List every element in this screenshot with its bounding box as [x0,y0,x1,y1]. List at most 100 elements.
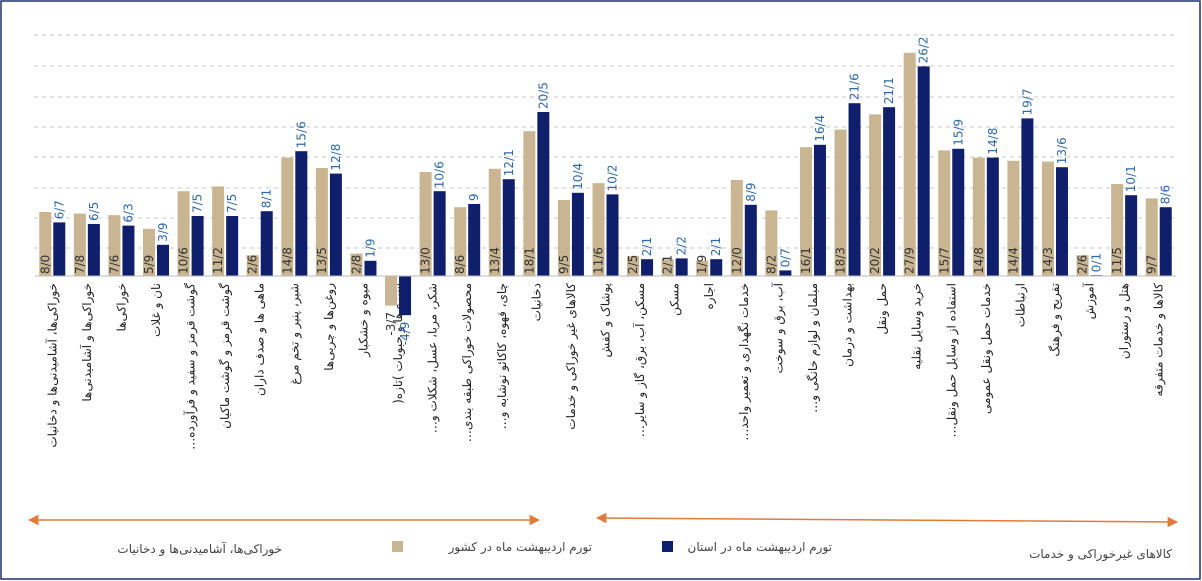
bar [157,244,170,276]
bar [744,204,757,276]
bar [834,129,847,276]
value-label: 6/7 [52,200,66,219]
value-label: 14/8 [280,247,294,274]
bar [315,168,328,276]
x-tick-label: آب، برق و سوخت [770,282,786,373]
value-label: 8/0 [38,255,52,274]
bar [39,212,52,276]
value-label: 9/5 [557,255,571,274]
value-label: 10/6 [433,161,447,188]
x-tick-label: گوشت قرمز و گوشت ماکیان [218,283,233,429]
value-label: 14/8 [986,128,1000,155]
bar [1159,207,1172,276]
value-label: 9 [467,193,481,201]
value-label: 7/5 [225,194,239,213]
x-tick-label: گوشت قرمز و سفید و فرآورده… [183,283,199,450]
bar [1041,161,1054,276]
bar [972,157,985,276]
bar [710,259,723,276]
bar [799,147,812,276]
bar [903,52,916,276]
legend-label: تورم اردیبهشت ماه در کشور [448,540,592,555]
bar [87,224,100,276]
value-label: 10/4 [571,163,585,190]
bar [730,180,743,276]
x-tick-label: تفریح و فرهنگ [1048,283,1063,357]
value-label: 0/1 [1090,253,1104,272]
group-label: کالاهای غیرخوراکی و خدمات [1029,547,1172,562]
bar [122,225,135,276]
value-label: 6/5 [87,202,101,221]
value-label: 8/2 [764,255,778,274]
value-label: 15/6 [294,121,308,148]
value-label: 2/6 [1076,255,1090,274]
value-label: 2/6 [246,255,260,274]
value-label: 2/1 [709,237,723,256]
bar [1021,118,1034,277]
bar [191,216,204,276]
x-tick-label: شکر، مربا، عسل، شکلات و… [426,283,441,433]
bar [848,103,861,276]
x-tick-label: نان و غلات [149,283,164,337]
bar [1055,167,1068,276]
bar [226,216,239,276]
bar [627,256,640,276]
value-label: 2/2 [675,236,689,255]
bar [454,207,467,276]
value-label: 1/9 [363,238,377,257]
bar [329,173,342,276]
x-tick-label: مسکن، آب، برق، گاز و سایر… [632,283,648,437]
x-tick-label: مبلمان و لوازم خانگی و… [806,283,821,413]
value-label: 13/0 [419,247,433,274]
value-label: 18/1 [522,247,536,274]
bar [385,276,398,306]
bar [883,107,896,276]
bar [938,150,951,276]
x-tick-label: پوشاک و کفش [599,283,614,358]
x-tick-label: روغن‌ها و چربی‌ها [322,283,337,371]
value-label: 13/5 [315,247,329,274]
x-tick-label: اجاره [702,283,717,310]
x-tick-label: هتل و رستوران [1117,283,1132,359]
bar [1111,184,1124,276]
value-label: 7/5 [191,194,205,213]
legend-swatch [392,541,403,552]
value-label: 20/2 [868,247,882,274]
group-label: خوراکی‌ها، آشامیدنی‌ها و دخانیات [117,541,282,557]
bar [73,213,86,276]
bar [53,222,66,276]
bar [502,179,515,276]
value-label: 21/1 [882,77,896,104]
bar [696,260,709,276]
bar [1145,198,1158,276]
value-label: 16/1 [799,247,813,274]
legend-label: تورم اردیبهشت ماه در استان [688,540,832,555]
value-label: 7/6 [107,255,121,274]
bar [350,253,363,276]
bar [212,186,225,276]
value-label: -3/7 [384,312,398,336]
value-label: 20/5 [536,82,550,109]
value-label: 10/6 [177,247,191,274]
value-label: 8/6 [453,255,467,274]
x-tick-label: دخانیات [529,283,543,321]
value-label: 26/2 [917,36,931,63]
bar [1007,160,1020,276]
value-label: 11/5 [1110,247,1124,274]
x-tick-label: خدمات حمل ونقل عمومی [979,283,994,414]
bar [295,151,308,276]
value-label: 2/5 [626,255,640,274]
value-label: -4/9 [398,322,412,346]
value-label: 12/0 [730,247,744,274]
x-tick-label: ارتباطات [1013,283,1028,327]
value-label: 8/9 [744,182,758,201]
value-label: 16/4 [813,115,827,142]
x-tick-label: چای، قهوه، کاکائو نوشابه و… [495,283,510,429]
value-label: 19/7 [1020,88,1034,115]
bar [675,258,688,276]
bar [537,112,550,276]
value-label: 12/8 [329,144,343,171]
